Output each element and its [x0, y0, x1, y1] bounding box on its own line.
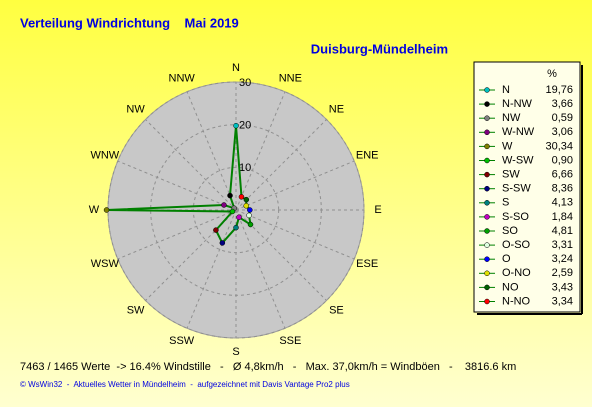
r-tick-label: 10 — [239, 162, 251, 174]
legend-marker — [484, 214, 490, 220]
legend-value: 8,36 — [552, 183, 573, 195]
point — [233, 224, 239, 231]
legend-marker — [484, 171, 490, 178]
legend-marker — [484, 228, 490, 234]
point — [233, 122, 239, 129]
legend-value: 3,66 — [552, 98, 573, 110]
r-tick-label: 20 — [239, 120, 251, 132]
footer: 7463 / 1465 Werte -> 16.4% Windstille - … — [20, 361, 516, 373]
point — [221, 202, 227, 208]
legend-value: 19,76 — [545, 84, 573, 96]
legend-marker — [484, 143, 490, 150]
point — [243, 203, 249, 209]
direction-label: E — [374, 204, 381, 216]
point — [246, 212, 252, 219]
legend-marker — [484, 270, 490, 277]
legend-value: 3,43 — [552, 281, 573, 293]
point — [243, 196, 250, 203]
legend-marker — [484, 129, 490, 136]
legend-value: 4,13 — [552, 197, 573, 209]
chart-title: Verteilung Windrichtung Mai 2019 — [20, 15, 239, 30]
point — [227, 192, 233, 199]
legend-value: 2,59 — [552, 267, 573, 279]
legend-label: N — [502, 84, 510, 96]
direction-label: S — [232, 346, 239, 358]
direction-label: SSW — [169, 335, 195, 347]
legend-label: S-SW — [502, 183, 531, 195]
legend-value: 3,31 — [552, 239, 573, 251]
legend-label: W-NW — [502, 126, 535, 138]
point — [247, 207, 253, 213]
legend-value: 3,34 — [552, 295, 573, 307]
legend-label: NW — [502, 112, 521, 124]
legend-label: O-SO — [502, 239, 531, 251]
legend-label: N-NW — [502, 98, 533, 110]
legend-marker — [484, 256, 490, 262]
legend-value: 0,59 — [552, 112, 573, 124]
legend-value: 3,24 — [552, 253, 573, 265]
direction-label: NE — [329, 103, 344, 115]
direction-label: W — [89, 204, 100, 216]
r-tick-label: 30 — [239, 77, 251, 89]
legend-label: W — [502, 140, 513, 152]
legend-label: SO — [502, 225, 518, 237]
point — [219, 240, 226, 246]
direction-label: SW — [127, 304, 145, 316]
legend-marker — [484, 185, 490, 192]
legend-marker — [484, 101, 490, 107]
credit: © WsWin32 - Aktuelles Wetter in Mündelhe… — [20, 380, 350, 389]
legend-value: 6,66 — [552, 169, 573, 181]
legend-value: 4,81 — [552, 225, 573, 237]
direction-label: ESE — [356, 258, 378, 270]
direction-label: WNW — [90, 150, 119, 162]
legend-marker — [484, 284, 490, 291]
legend-label: S — [502, 197, 509, 209]
legend-marker — [484, 157, 490, 164]
point — [103, 207, 110, 213]
chart-subtitle: Duisburg-Mündelheim — [311, 41, 448, 56]
legend-value: 30,34 — [545, 140, 573, 152]
legend-label: O — [502, 253, 511, 265]
direction-label: WSW — [91, 258, 120, 270]
legend-marker — [484, 242, 490, 248]
legend-value: 1,84 — [552, 211, 573, 223]
legend-marker — [484, 298, 490, 305]
legend-label: W-SW — [502, 154, 534, 166]
direction-label: NNE — [279, 73, 302, 85]
legend-marker — [484, 200, 490, 206]
direction-label: NW — [126, 103, 145, 115]
direction-label: ENE — [356, 150, 379, 162]
legend-label: SW — [502, 169, 520, 181]
legend-marker — [484, 87, 490, 93]
direction-label: SSE — [279, 335, 301, 347]
legend-value: 3,06 — [552, 126, 573, 138]
point — [229, 208, 236, 215]
legend-value: 0,90 — [552, 154, 573, 166]
direction-label: SE — [329, 304, 344, 316]
legend-label: S-SO — [502, 211, 529, 223]
point — [247, 221, 254, 228]
direction-label: N — [232, 62, 240, 74]
legend-label: NO — [502, 281, 519, 293]
legend-label: N-NO — [502, 295, 531, 307]
legend-label: O-NO — [502, 267, 531, 279]
legend-marker — [484, 115, 490, 121]
point — [236, 214, 242, 221]
point — [238, 194, 245, 200]
point — [213, 227, 219, 233]
legend-title: % — [547, 68, 557, 80]
direction-label: NNW — [169, 73, 196, 85]
